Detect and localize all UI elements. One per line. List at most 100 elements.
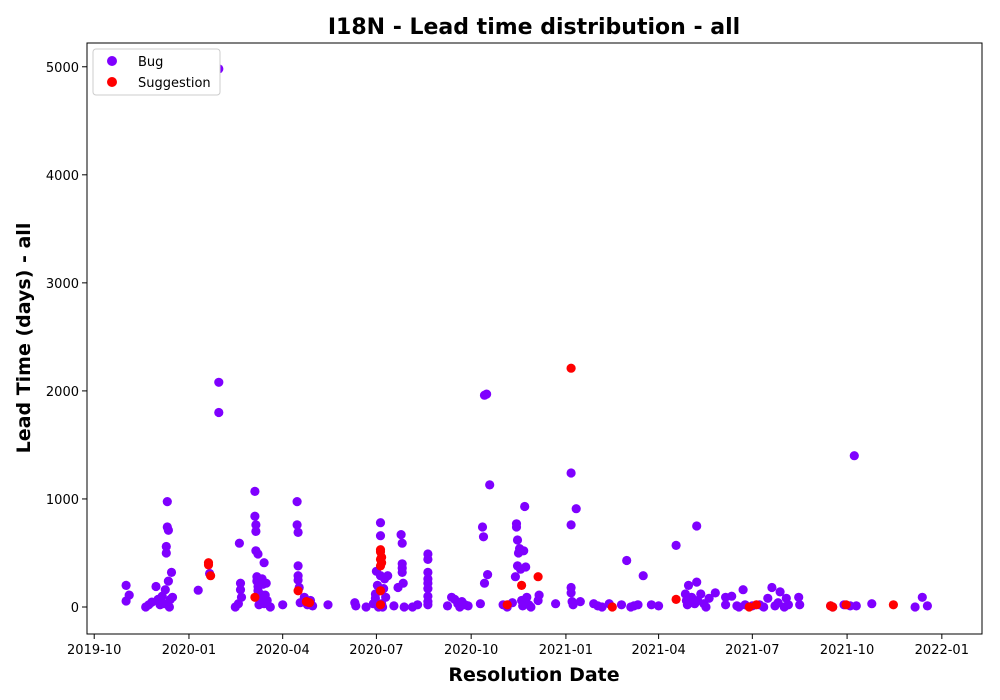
bug-point-89 — [397, 538, 407, 548]
chart-title: I18N - Lead time distribution - all — [328, 15, 740, 40]
bug-point-69 — [351, 601, 361, 611]
bug-point-77 — [375, 518, 386, 528]
bug-point-34 — [250, 511, 260, 521]
legend-label-suggestion: Suggestion — [138, 76, 211, 91]
bug-point-136 — [520, 501, 530, 512]
points-layer — [121, 64, 933, 612]
x-tick-label: 2021-04 — [631, 643, 685, 658]
bug-point-118 — [479, 578, 490, 588]
suggestion-point-17 — [533, 572, 543, 582]
suggestion-point-19 — [607, 602, 617, 612]
bug-point-157 — [622, 555, 632, 566]
bug-point-168 — [683, 580, 694, 591]
suggestion-point-6 — [304, 598, 315, 608]
plot-area — [86, 42, 983, 635]
bug-point-92 — [397, 567, 407, 578]
suggestion-point-24 — [828, 602, 838, 612]
bug-point-142 — [534, 590, 544, 600]
x-tick-label: 2020-07 — [349, 643, 403, 658]
bug-point-33 — [250, 486, 260, 496]
y-tick-label: 1000 — [46, 493, 79, 508]
bug-point-116 — [478, 532, 489, 542]
y-tick-label: 4000 — [46, 169, 79, 184]
bug-point-135 — [519, 546, 529, 556]
bug-point-51 — [261, 578, 271, 588]
bug-point-150 — [571, 504, 581, 514]
y-axis: 0 1000 2000 3000 4000 5000 — [46, 61, 87, 616]
bug-point-119 — [482, 389, 492, 399]
bug-point-174 — [696, 589, 706, 599]
x-axis-label: Resolution Date — [448, 664, 619, 686]
x-tick-label: 2020-04 — [256, 643, 310, 658]
legend-marker-suggestion — [107, 77, 117, 87]
bug-point-127 — [511, 519, 522, 529]
bug-point-58 — [293, 561, 303, 571]
suggestion-point-11 — [375, 586, 386, 596]
bug-point-188 — [759, 602, 769, 612]
bug-point-55 — [292, 497, 302, 507]
suggestion-point-3 — [250, 592, 260, 602]
suggestion-point-16 — [517, 580, 527, 591]
bug-point-193 — [775, 587, 785, 597]
bug-point-53 — [265, 602, 275, 612]
bug-point-147 — [566, 588, 576, 598]
bug-point-26 — [214, 407, 224, 418]
suggestion-point-20 — [671, 594, 681, 605]
bug-point-60 — [293, 575, 303, 585]
bug-point-140 — [526, 602, 536, 612]
legend-label-bug: Bug — [138, 55, 163, 70]
x-tick-label: 2021-10 — [820, 643, 874, 658]
suggestion-point-22 — [751, 600, 762, 610]
legend-box — [92, 48, 221, 96]
x-tick-label: 2021-01 — [539, 643, 593, 658]
bug-point-163 — [654, 601, 664, 611]
bug-point-35 — [251, 520, 261, 530]
bug-point-31 — [235, 585, 246, 595]
bug-point-177 — [704, 593, 714, 603]
suggestion-point-26 — [888, 600, 899, 610]
bug-point-121 — [485, 480, 495, 490]
bug-point-12 — [161, 541, 171, 552]
bug-point-102 — [423, 584, 433, 594]
bug-point-190 — [767, 582, 777, 593]
bug-point-208 — [922, 601, 933, 611]
x-tick-label: 2022-01 — [915, 643, 969, 658]
bug-point-184 — [738, 585, 748, 595]
bug-point-178 — [710, 588, 720, 598]
y-tick-label: 2000 — [46, 385, 79, 400]
bug-point-22 — [193, 585, 203, 595]
bug-point-160 — [633, 600, 643, 610]
bug-point-120 — [483, 570, 493, 580]
suggestion-point-21 — [744, 602, 754, 612]
bug-point-145 — [566, 520, 576, 530]
bug-point-18 — [164, 602, 174, 612]
bug-point-154 — [597, 602, 607, 612]
bug-point-40 — [253, 549, 263, 559]
bug-point-149 — [568, 600, 578, 610]
y-axis-label: Lead Time (days) - all — [13, 223, 35, 454]
bug-point-167 — [682, 600, 693, 610]
suggestion-point-18 — [566, 363, 576, 373]
suggestion-point-15 — [502, 600, 512, 610]
x-axis: 2019-10 2020-01 2020-04 2020-07 2020-10 2021-… — [67, 634, 969, 658]
bug-point-105 — [423, 600, 433, 610]
bug-point-6 — [151, 581, 161, 592]
bug-point-205 — [867, 599, 877, 609]
bug-point-106 — [442, 601, 453, 611]
bug-point-94 — [399, 602, 409, 612]
bug-point-151 — [575, 597, 585, 607]
bug-point-206 — [910, 602, 920, 612]
bug-point-197 — [794, 592, 804, 602]
bug-point-67 — [323, 600, 333, 610]
bug-point-32 — [236, 592, 247, 602]
legend: Bug Suggestion — [92, 48, 221, 96]
bug-point-56 — [292, 520, 302, 530]
y-tick-label: 5000 — [46, 61, 79, 76]
bug-point-25 — [214, 377, 224, 387]
suggestion-point-12 — [375, 600, 386, 610]
suggestion-point-25 — [841, 600, 851, 610]
bug-point-11 — [160, 585, 170, 595]
bug-point-138 — [522, 592, 532, 602]
suggestion-point-2 — [206, 571, 216, 581]
